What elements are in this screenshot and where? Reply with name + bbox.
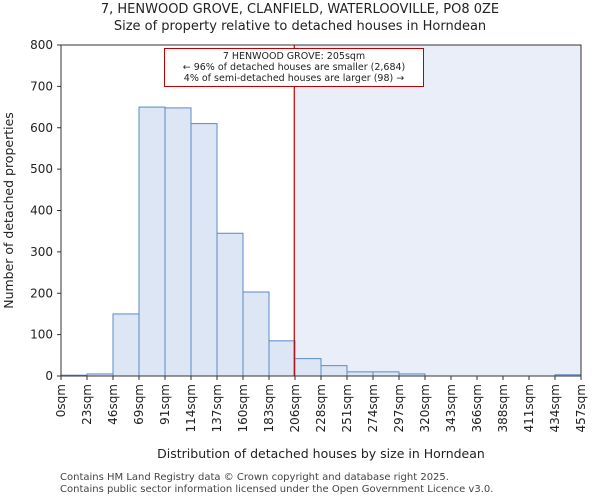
y-tick-label: 0 <box>45 369 53 383</box>
x-tick-label: 0sqm <box>54 384 68 417</box>
y-tick-label: 700 <box>30 79 53 93</box>
x-tick-label: 251sqm <box>340 384 354 432</box>
footer-line-2: Contains public sector information licen… <box>60 484 494 495</box>
x-tick-label: 320sqm <box>418 384 432 432</box>
annotation-line-2: ← 96% of detached houses are smaller (2,… <box>182 62 406 73</box>
x-tick-label: 434sqm <box>548 384 562 432</box>
x-tick-label: 411sqm <box>522 384 536 432</box>
x-tick-label: 228sqm <box>314 384 328 432</box>
bar <box>190 123 218 377</box>
y-tick-label: 300 <box>30 245 53 259</box>
x-tick-label: 388sqm <box>496 384 510 432</box>
x-tick-label: 457sqm <box>574 384 588 432</box>
x-tick-label: 69sqm <box>132 384 146 425</box>
x-tick-label: 160sqm <box>236 384 250 432</box>
chart-subtitle: Size of property relative to detached ho… <box>113 19 487 34</box>
x-tick-label: 274sqm <box>366 384 380 432</box>
bar <box>138 106 166 377</box>
bar <box>320 365 348 377</box>
x-tick-label: 183sqm <box>262 384 276 432</box>
y-tick-label: 500 <box>30 162 53 176</box>
bar <box>268 340 296 377</box>
annotation-line-1: 7 HENWOOD GROVE: 205sqm <box>222 51 366 62</box>
annotation-box: 7 HENWOOD GROVE: 205sqm ← 96% of detache… <box>164 48 424 87</box>
chart-title: 7, HENWOOD GROVE, CLANFIELD, WATERLOOVIL… <box>100 2 500 17</box>
bar <box>242 291 270 377</box>
bar <box>346 371 374 377</box>
x-tick-label: 114sqm <box>184 384 198 432</box>
x-tick-label: 366sqm <box>470 384 484 432</box>
bar <box>112 313 140 377</box>
bar <box>294 358 322 377</box>
x-tick-label: 23sqm <box>80 384 94 425</box>
y-tick-label: 600 <box>30 121 53 135</box>
x-tick-label: 343sqm <box>444 384 458 432</box>
y-tick-label: 200 <box>30 286 53 300</box>
x-tick-label: 46sqm <box>106 384 120 425</box>
highlight-region <box>294 45 581 376</box>
bar <box>372 371 400 377</box>
bar <box>216 232 244 377</box>
y-axis-label: Number of detached properties <box>1 112 16 309</box>
x-tick-label: 137sqm <box>210 384 224 432</box>
y-tick-label: 800 <box>30 38 53 52</box>
footer-line-1: Contains HM Land Registry data © Crown c… <box>60 472 449 483</box>
bar <box>164 107 192 377</box>
y-tick-label: 100 <box>30 328 53 342</box>
x-tick-label: 206sqm <box>288 384 302 432</box>
x-tick-label: 91sqm <box>158 384 172 425</box>
y-tick-label: 400 <box>30 204 53 218</box>
x-tick-label: 297sqm <box>392 384 406 432</box>
x-axis-label: Distribution of detached houses by size … <box>157 446 485 461</box>
annotation-line-3: 4% of semi-detached houses are larger (9… <box>183 73 405 84</box>
